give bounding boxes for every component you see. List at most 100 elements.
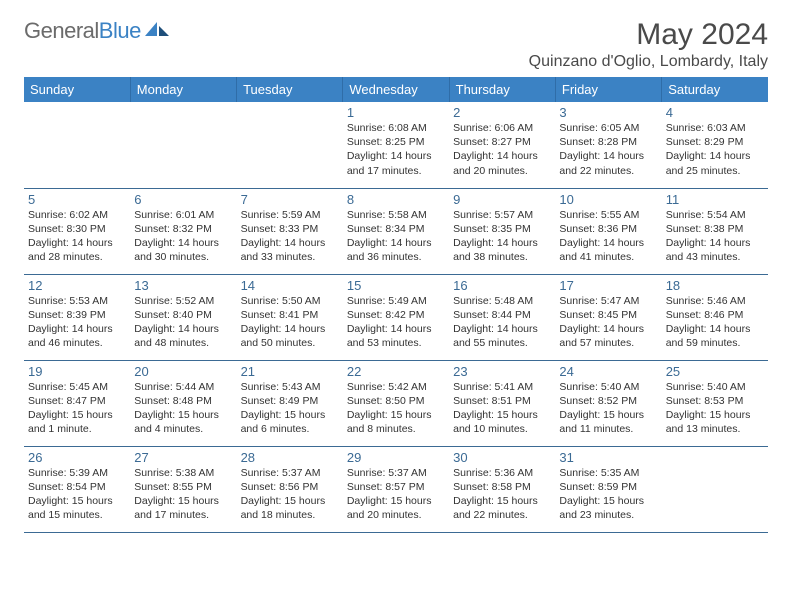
day-info: Sunrise: 5:49 AMSunset: 8:42 PMDaylight:… [347, 294, 445, 351]
calendar-day-cell: 22Sunrise: 5:42 AMSunset: 8:50 PMDayligh… [343, 360, 449, 446]
calendar-day-cell: 10Sunrise: 5:55 AMSunset: 8:36 PMDayligh… [555, 188, 661, 274]
calendar-week-row: 5Sunrise: 6:02 AMSunset: 8:30 PMDaylight… [24, 188, 768, 274]
day-info: Sunrise: 5:54 AMSunset: 8:38 PMDaylight:… [666, 208, 764, 265]
logo: GeneralBlue [24, 18, 171, 44]
day-info: Sunrise: 5:45 AMSunset: 8:47 PMDaylight:… [28, 380, 126, 437]
day-number: 15 [347, 278, 445, 293]
calendar-day-cell: 27Sunrise: 5:38 AMSunset: 8:55 PMDayligh… [130, 446, 236, 532]
calendar-day-cell: 18Sunrise: 5:46 AMSunset: 8:46 PMDayligh… [662, 274, 768, 360]
day-number: 11 [666, 192, 764, 207]
calendar-day-cell: 19Sunrise: 5:45 AMSunset: 8:47 PMDayligh… [24, 360, 130, 446]
day-info: Sunrise: 5:37 AMSunset: 8:56 PMDaylight:… [241, 466, 339, 523]
day-info: Sunrise: 6:03 AMSunset: 8:29 PMDaylight:… [666, 121, 764, 178]
calendar-day-cell [130, 102, 236, 188]
day-number: 21 [241, 364, 339, 379]
day-info: Sunrise: 5:55 AMSunset: 8:36 PMDaylight:… [559, 208, 657, 265]
calendar-day-cell: 21Sunrise: 5:43 AMSunset: 8:49 PMDayligh… [237, 360, 343, 446]
day-info: Sunrise: 5:50 AMSunset: 8:41 PMDaylight:… [241, 294, 339, 351]
day-info: Sunrise: 5:46 AMSunset: 8:46 PMDaylight:… [666, 294, 764, 351]
calendar-day-cell: 24Sunrise: 5:40 AMSunset: 8:52 PMDayligh… [555, 360, 661, 446]
weekday-header: Tuesday [237, 77, 343, 102]
weekday-header: Sunday [24, 77, 130, 102]
day-number: 30 [453, 450, 551, 465]
calendar-day-cell: 14Sunrise: 5:50 AMSunset: 8:41 PMDayligh… [237, 274, 343, 360]
day-info: Sunrise: 5:52 AMSunset: 8:40 PMDaylight:… [134, 294, 232, 351]
calendar-day-cell: 9Sunrise: 5:57 AMSunset: 8:35 PMDaylight… [449, 188, 555, 274]
day-info: Sunrise: 5:48 AMSunset: 8:44 PMDaylight:… [453, 294, 551, 351]
calendar-day-cell: 12Sunrise: 5:53 AMSunset: 8:39 PMDayligh… [24, 274, 130, 360]
day-info: Sunrise: 5:44 AMSunset: 8:48 PMDaylight:… [134, 380, 232, 437]
calendar-day-cell: 13Sunrise: 5:52 AMSunset: 8:40 PMDayligh… [130, 274, 236, 360]
logo-text-gray: General [24, 18, 99, 44]
calendar-day-cell: 4Sunrise: 6:03 AMSunset: 8:29 PMDaylight… [662, 102, 768, 188]
day-number: 13 [134, 278, 232, 293]
calendar-week-row: 12Sunrise: 5:53 AMSunset: 8:39 PMDayligh… [24, 274, 768, 360]
day-info: Sunrise: 5:37 AMSunset: 8:57 PMDaylight:… [347, 466, 445, 523]
month-title: May 2024 [529, 18, 768, 51]
day-number: 1 [347, 105, 445, 120]
day-info: Sunrise: 6:05 AMSunset: 8:28 PMDaylight:… [559, 121, 657, 178]
day-number: 23 [453, 364, 551, 379]
day-number: 27 [134, 450, 232, 465]
calendar-day-cell: 2Sunrise: 6:06 AMSunset: 8:27 PMDaylight… [449, 102, 555, 188]
day-number: 18 [666, 278, 764, 293]
calendar-day-cell: 15Sunrise: 5:49 AMSunset: 8:42 PMDayligh… [343, 274, 449, 360]
calendar-week-row: 26Sunrise: 5:39 AMSunset: 8:54 PMDayligh… [24, 446, 768, 532]
day-info: Sunrise: 5:40 AMSunset: 8:53 PMDaylight:… [666, 380, 764, 437]
calendar-day-cell: 7Sunrise: 5:59 AMSunset: 8:33 PMDaylight… [237, 188, 343, 274]
day-info: Sunrise: 5:59 AMSunset: 8:33 PMDaylight:… [241, 208, 339, 265]
day-number: 10 [559, 192, 657, 207]
calendar-day-cell: 3Sunrise: 6:05 AMSunset: 8:28 PMDaylight… [555, 102, 661, 188]
day-info: Sunrise: 5:40 AMSunset: 8:52 PMDaylight:… [559, 380, 657, 437]
day-number: 6 [134, 192, 232, 207]
calendar-day-cell: 11Sunrise: 5:54 AMSunset: 8:38 PMDayligh… [662, 188, 768, 274]
calendar-day-cell: 1Sunrise: 6:08 AMSunset: 8:25 PMDaylight… [343, 102, 449, 188]
weekday-header-row: SundayMondayTuesdayWednesdayThursdayFrid… [24, 77, 768, 102]
day-number: 25 [666, 364, 764, 379]
calendar-day-cell: 6Sunrise: 6:01 AMSunset: 8:32 PMDaylight… [130, 188, 236, 274]
day-number: 26 [28, 450, 126, 465]
calendar-day-cell [237, 102, 343, 188]
weekday-header: Saturday [662, 77, 768, 102]
day-info: Sunrise: 6:06 AMSunset: 8:27 PMDaylight:… [453, 121, 551, 178]
calendar-day-cell: 17Sunrise: 5:47 AMSunset: 8:45 PMDayligh… [555, 274, 661, 360]
calendar-day-cell: 30Sunrise: 5:36 AMSunset: 8:58 PMDayligh… [449, 446, 555, 532]
weekday-header: Thursday [449, 77, 555, 102]
day-info: Sunrise: 5:38 AMSunset: 8:55 PMDaylight:… [134, 466, 232, 523]
calendar-day-cell: 5Sunrise: 6:02 AMSunset: 8:30 PMDaylight… [24, 188, 130, 274]
day-number: 20 [134, 364, 232, 379]
calendar-day-cell: 29Sunrise: 5:37 AMSunset: 8:57 PMDayligh… [343, 446, 449, 532]
day-number: 2 [453, 105, 551, 120]
title-block: May 2024 Quinzano d'Oglio, Lombardy, Ita… [529, 18, 768, 71]
day-number: 3 [559, 105, 657, 120]
day-info: Sunrise: 5:57 AMSunset: 8:35 PMDaylight:… [453, 208, 551, 265]
day-number: 28 [241, 450, 339, 465]
calendar-day-cell: 26Sunrise: 5:39 AMSunset: 8:54 PMDayligh… [24, 446, 130, 532]
day-number: 9 [453, 192, 551, 207]
calendar-day-cell: 8Sunrise: 5:58 AMSunset: 8:34 PMDaylight… [343, 188, 449, 274]
day-number: 17 [559, 278, 657, 293]
weekday-header: Friday [555, 77, 661, 102]
day-info: Sunrise: 5:36 AMSunset: 8:58 PMDaylight:… [453, 466, 551, 523]
calendar-day-cell [662, 446, 768, 532]
calendar-day-cell: 28Sunrise: 5:37 AMSunset: 8:56 PMDayligh… [237, 446, 343, 532]
logo-sail-icon [145, 18, 171, 44]
day-info: Sunrise: 6:02 AMSunset: 8:30 PMDaylight:… [28, 208, 126, 265]
day-number: 24 [559, 364, 657, 379]
day-info: Sunrise: 5:58 AMSunset: 8:34 PMDaylight:… [347, 208, 445, 265]
header: GeneralBlue May 2024 Quinzano d'Oglio, L… [24, 18, 768, 71]
logo-text-blue: Blue [99, 18, 141, 44]
day-info: Sunrise: 6:01 AMSunset: 8:32 PMDaylight:… [134, 208, 232, 265]
calendar-day-cell [24, 102, 130, 188]
day-number: 5 [28, 192, 126, 207]
calendar-day-cell: 31Sunrise: 5:35 AMSunset: 8:59 PMDayligh… [555, 446, 661, 532]
calendar-day-cell: 16Sunrise: 5:48 AMSunset: 8:44 PMDayligh… [449, 274, 555, 360]
calendar-day-cell: 23Sunrise: 5:41 AMSunset: 8:51 PMDayligh… [449, 360, 555, 446]
day-info: Sunrise: 5:53 AMSunset: 8:39 PMDaylight:… [28, 294, 126, 351]
day-info: Sunrise: 5:35 AMSunset: 8:59 PMDaylight:… [559, 466, 657, 523]
day-number: 4 [666, 105, 764, 120]
calendar-day-cell: 25Sunrise: 5:40 AMSunset: 8:53 PMDayligh… [662, 360, 768, 446]
day-number: 14 [241, 278, 339, 293]
day-info: Sunrise: 5:43 AMSunset: 8:49 PMDaylight:… [241, 380, 339, 437]
day-info: Sunrise: 5:41 AMSunset: 8:51 PMDaylight:… [453, 380, 551, 437]
